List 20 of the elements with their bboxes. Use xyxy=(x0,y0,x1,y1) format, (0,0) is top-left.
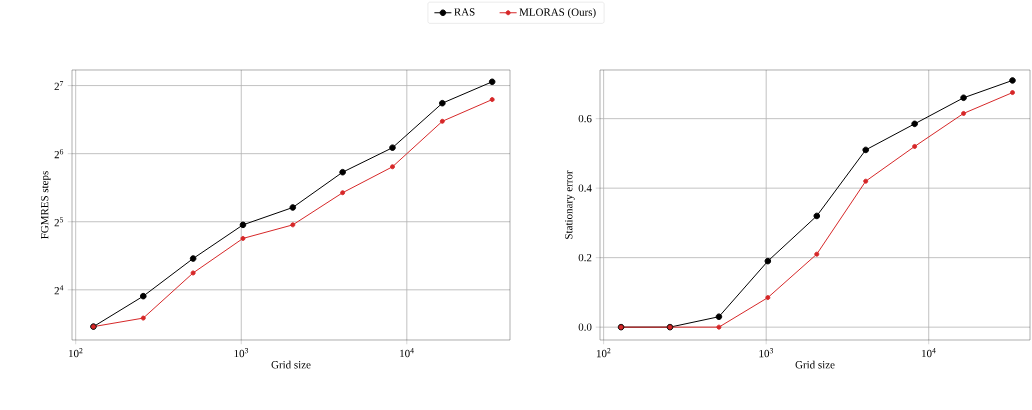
x-tick-label: 10$^{2}$ xyxy=(596,348,611,358)
y-tick-label: 2$^{5}$ xyxy=(54,217,64,227)
y-tick-label: 2$^{6}$ xyxy=(54,149,64,159)
y-tick-label: 0.2 xyxy=(578,253,592,262)
y-tick-label: 0.4 xyxy=(578,184,592,192)
x-tick-label: 10$^{3}$ xyxy=(234,348,249,358)
x-tick-label: 10$^{4}$ xyxy=(922,348,936,358)
y-tick-label: 0.0 xyxy=(578,323,592,331)
legend-label: MLORAS (Ours) xyxy=(519,8,596,19)
y-tick-label: 0.6 xyxy=(578,114,592,123)
y-tick-label: 2$^{7}$ xyxy=(54,81,64,91)
x-tick-label: 10$^{4}$ xyxy=(400,348,414,358)
x-tick-label: 10$^{3}$ xyxy=(759,348,774,358)
y-tick-label: 2$^{4}$ xyxy=(54,285,64,295)
x-axis-title: Grid size xyxy=(795,360,835,369)
x-axis-title: Grid size xyxy=(271,360,311,369)
legend-label: RAS xyxy=(454,8,475,16)
y-axis-title: FGMRES steps xyxy=(40,171,51,239)
y-axis-title: Stationary error xyxy=(565,170,575,239)
x-tick-label: 10$^{2}$ xyxy=(69,348,83,358)
